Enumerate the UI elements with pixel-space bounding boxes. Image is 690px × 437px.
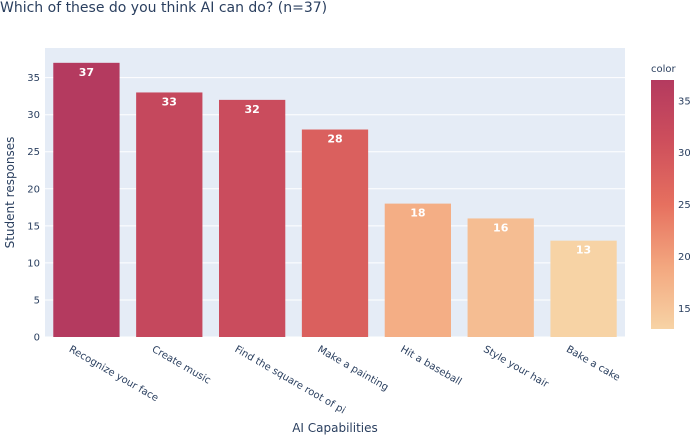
colorbar-tick-label: 20 bbox=[678, 252, 690, 263]
bar-value-label: 16 bbox=[493, 221, 509, 234]
colorbar-tick-label: 30 bbox=[678, 148, 690, 159]
x-tick-label: Hit a baseball bbox=[398, 344, 463, 388]
bar bbox=[136, 92, 203, 337]
x-tick-label: Make a painting bbox=[316, 344, 391, 393]
bar-value-label: 13 bbox=[576, 244, 591, 257]
y-tick-label: 15 bbox=[27, 221, 40, 232]
colorbar: color 15 20 25 30 35 bbox=[651, 64, 690, 329]
y-axis-title: Student responses bbox=[3, 137, 17, 249]
colorbar-tick-label: 25 bbox=[678, 200, 690, 211]
bar bbox=[384, 203, 451, 337]
x-tick-label: Style your hair bbox=[481, 344, 551, 391]
bar bbox=[301, 129, 369, 337]
x-axis-title: AI Capabilities bbox=[292, 421, 378, 435]
chart-title: Which of these do you think AI can do? (… bbox=[0, 0, 328, 16]
y-tick-label: 0 bbox=[34, 333, 40, 344]
bar-value-label: 32 bbox=[244, 103, 259, 116]
x-tick-label: Bake a cake bbox=[564, 344, 622, 384]
y-axis-ticks: 0 5 10 15 20 25 30 35 bbox=[27, 73, 40, 343]
bar-value-label: 37 bbox=[79, 66, 94, 79]
colorbar-ticks: 15 20 25 30 35 bbox=[678, 96, 690, 315]
bar-value-label: 18 bbox=[410, 207, 425, 220]
y-tick-label: 10 bbox=[27, 258, 40, 269]
bar bbox=[219, 99, 286, 337]
bar bbox=[53, 62, 120, 337]
bar-value-label: 28 bbox=[327, 133, 342, 146]
y-tick-label: 30 bbox=[27, 110, 40, 121]
y-tick-label: 25 bbox=[27, 147, 40, 158]
x-tick-label: Create music bbox=[150, 344, 213, 387]
colorbar-gradient bbox=[651, 80, 674, 329]
bars bbox=[53, 62, 617, 337]
bar bbox=[550, 240, 617, 337]
bar-labels: 37 33 32 28 18 16 13 bbox=[79, 66, 591, 257]
colorbar-tick-label: 35 bbox=[678, 96, 690, 107]
bar bbox=[467, 218, 534, 337]
y-tick-label: 20 bbox=[27, 184, 40, 195]
colorbar-tick-label: 15 bbox=[678, 304, 690, 315]
x-tick-label: Recognize your face bbox=[67, 344, 160, 404]
y-tick-label: 5 bbox=[34, 295, 40, 306]
bar-value-label: 33 bbox=[162, 95, 177, 108]
colorbar-title: color bbox=[651, 64, 677, 75]
y-tick-label: 35 bbox=[27, 73, 40, 84]
